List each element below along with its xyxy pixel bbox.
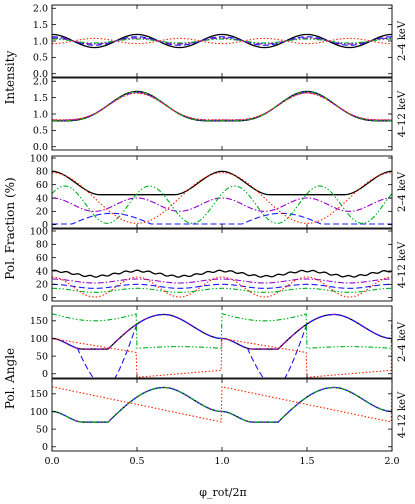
panel-0-lines (52, 33, 392, 49)
xtick-label-2: 1.0 (214, 456, 229, 467)
panel-5-series-3 (52, 386, 392, 423)
panel-3-lines (52, 269, 392, 298)
panel-3-series-1 (52, 283, 392, 289)
panel-5-ytick-label-2: 100 (30, 407, 48, 418)
panel-5-series-4 (52, 386, 392, 423)
panel-3-ytick-label-4: 80 (36, 240, 48, 251)
panel-1-ytick-label-2: 1.0 (33, 109, 48, 120)
panel-3-ytick-label-5: 100 (30, 226, 48, 237)
panel-5-ytick-label-3: 150 (30, 389, 48, 400)
panel-3-series-2 (52, 278, 392, 284)
panel-5-ytick-label-0: 0 (42, 442, 48, 453)
xtick-label-4: 2.0 (384, 456, 399, 467)
xtick-label-1: 0.5 (129, 456, 144, 467)
panel-4-ytick-label-1: 50 (36, 351, 48, 362)
group-title-1: Pol. Fraction (%) (3, 177, 17, 279)
panel-1-ytick-label-4: 2.0 (33, 77, 48, 88)
panel-4-band-label: 2–4 keV (397, 321, 408, 362)
xtick-label-0: 0.0 (44, 456, 59, 467)
panel-0-series-0 (52, 33, 392, 49)
panel-1-series-4 (52, 92, 392, 121)
panel-3-series-0 (52, 269, 392, 278)
panel-2-ytick-label-2: 40 (36, 193, 48, 204)
x-axis-title: φ_rot/2π (199, 486, 246, 499)
panel-frames (51, 4, 393, 452)
panel-4-series-3 (52, 313, 392, 349)
panel-3-ytick-label-1: 20 (36, 280, 48, 291)
panel-3-ytick-label-3: 60 (36, 253, 48, 264)
panel-5-lines (52, 386, 392, 423)
panel-2-series-0 (52, 170, 392, 196)
panel-2-ytick-label-0: 0 (42, 220, 48, 231)
panel-1-ytick-label-1: 0.5 (33, 126, 48, 137)
panel-2-series-2 (52, 197, 392, 212)
panel-3-band-label: 4–12 keV (397, 241, 408, 288)
panel-5-ytick-label-1: 50 (36, 424, 48, 435)
panel-0-ytick-label-0: 0.0 (33, 69, 48, 80)
panel-2-ytick-label-4: 80 (36, 167, 48, 178)
panel-4-ytick-label-0: 0 (42, 369, 48, 380)
xtick-label-3: 1.5 (299, 456, 314, 467)
panel-5-band-label: 4–12 keV (397, 391, 408, 438)
panel-3-ytick-label-2: 40 (36, 266, 48, 277)
panel-3-series-3 (52, 287, 392, 293)
panel-3-series-4 (52, 276, 392, 298)
panel-1-ytick-label-3: 1.5 (33, 93, 48, 104)
panel-1-ytick-label-0: 0.0 (33, 142, 48, 153)
panel-0-ytick-label-1: 0.5 (33, 53, 48, 64)
panel-1-lines (52, 90, 392, 122)
panel-2-band-label: 2–4 keV (397, 171, 408, 212)
panel-1-band-label: 4–12 keV (397, 90, 408, 137)
panel-2-ytick-label-5: 100 (30, 153, 48, 164)
panel-4-series-4 (52, 337, 392, 378)
panel-4-lines (52, 313, 392, 378)
panel-2-ytick-label-1: 20 (36, 207, 48, 218)
plot-area (52, 33, 392, 423)
group-title-0: Intensity (3, 50, 17, 104)
panel-4-ytick-label-3: 150 (30, 316, 48, 327)
panel-0-ytick-label-4: 2.0 (33, 4, 48, 15)
panel-0-series-3 (52, 38, 392, 44)
panel-0-ytick-label-3: 1.5 (33, 20, 48, 31)
panel-3-ytick-label-0: 0 (42, 293, 48, 304)
axis-labels: φ_rot/2π 0.0 0.5 1.0 1.5 2.0 2–4 keV 0.0 0.5 1.0… (3, 4, 408, 499)
panel-2-ytick-label-3: 60 (36, 180, 48, 191)
panel-0-band-label: 2–4 keV (397, 20, 408, 61)
panel-0-series-1 (52, 36, 392, 46)
panel-2-series-3 (52, 185, 392, 224)
panel-0-ytick-label-2: 1.0 (33, 36, 48, 47)
panel-4-series-2 (52, 313, 392, 378)
group-title-2: Pol. Angle (3, 348, 17, 409)
panel-4-ytick-label-2: 100 (30, 334, 48, 345)
panel-0-series-4 (52, 37, 392, 45)
